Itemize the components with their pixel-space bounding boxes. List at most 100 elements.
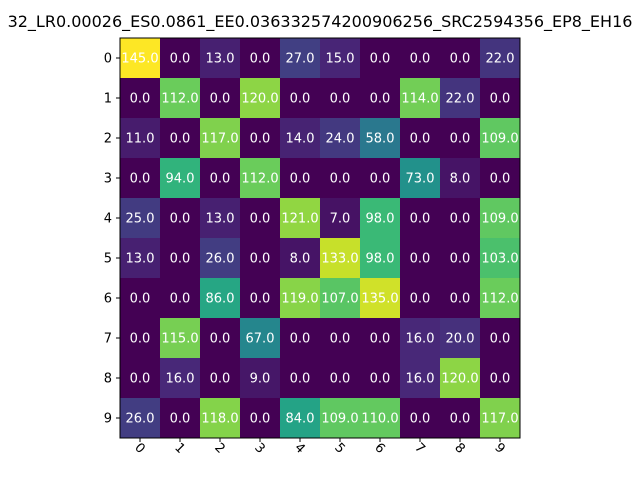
heatmap-cell [440,38,480,78]
cell-value-label: 145.0 [121,52,158,67]
x-tick-label: 7 [411,440,427,456]
cell-value-label: 15.0 [326,52,355,67]
cell-value-label: 0.0 [410,212,431,227]
cell-value-label: 0.0 [130,372,151,387]
heatmap-cell [480,318,520,358]
y-tick-label: 5 [104,252,112,267]
heatmap-cell [200,358,240,398]
heatmap-cell [440,398,480,438]
cell-value-label: 86.0 [206,292,235,307]
cell-value-label: 26.0 [206,252,235,267]
heatmap-cell [320,118,360,158]
heatmap-cell [120,358,160,398]
cell-value-label: 0.0 [250,212,271,227]
x-tick-label: 2 [211,440,227,456]
cell-value-label: 8.0 [290,252,311,267]
x-tick-label: 3 [251,440,267,456]
cell-value-label: 16.0 [406,332,435,347]
x-tick-label: 6 [371,440,387,456]
x-tick-label: 5 [331,440,347,456]
heatmap-cell [440,358,480,398]
cell-value-label: 133.0 [321,252,358,267]
heatmap-cells [120,38,520,438]
heatmap-cell [480,398,520,438]
heatmap-cell [320,38,360,78]
heatmap-cell [400,78,440,118]
heatmap-cell [200,278,240,318]
heatmap-cell [280,398,320,438]
heatmap-cell [480,78,520,118]
cell-value-label: 0.0 [250,52,271,67]
heatmap-cell [480,238,520,278]
cell-value-label: 26.0 [126,412,155,427]
cell-value-label: 94.0 [166,172,195,187]
cell-value-label: 0.0 [410,292,431,307]
y-tick-label: 2 [104,132,112,147]
heatmap-cell [360,278,400,318]
cell-value-label: 0.0 [410,412,431,427]
y-tick-label: 9 [104,412,112,427]
cell-value-label: 13.0 [126,252,155,267]
cell-value-label: 0.0 [490,332,511,347]
heatmap-cell [240,198,280,238]
cell-value-label: 0.0 [450,52,471,67]
heatmap-cell [360,38,400,78]
x-tick-label: 8 [451,440,467,456]
cell-value-label: 16.0 [406,372,435,387]
cell-value-label: 0.0 [130,292,151,307]
heatmap-cell [240,318,280,358]
heatmap-cell [280,118,320,158]
heatmap-cell [200,398,240,438]
cell-value-label: 120.0 [441,372,478,387]
cell-value-label: 0.0 [330,332,351,347]
heatmap-cell [360,238,400,278]
heatmap-cell [440,278,480,318]
heatmap-cell [320,278,360,318]
heatmap-cell [320,238,360,278]
heatmap-cell [400,38,440,78]
cell-value-label: 0.0 [250,292,271,307]
cell-value-label: 67.0 [246,332,275,347]
cell-value-label: 22.0 [486,52,515,67]
heatmap-cell [360,198,400,238]
cell-value-label: 0.0 [370,332,391,347]
cell-value-label: 27.0 [286,52,315,67]
heatmap-cell [200,238,240,278]
heatmap-cell [280,38,320,78]
heatmap-cell [160,158,200,198]
cell-value-label: 0.0 [250,412,271,427]
heatmap-cell [160,198,200,238]
cell-value-label: 98.0 [366,252,395,267]
heatmap-cell [360,358,400,398]
heatmap-cell [240,398,280,438]
cell-value-label: 0.0 [490,172,511,187]
heatmap-cell [120,78,160,118]
y-axis-ticks: 0 1 2 3 4 5 6 7 8 9 [104,52,120,427]
heatmap-cell [160,78,200,118]
cell-value-label: 112.0 [241,172,278,187]
heatmap-cell [360,318,400,358]
cell-value-label: 73.0 [406,172,435,187]
cell-value-label: 109.0 [321,412,358,427]
heatmap-cell [240,238,280,278]
cell-value-label: 0.0 [210,332,231,347]
heatmap-cell [320,358,360,398]
heatmap-cell [280,318,320,358]
x-tick-label: 9 [491,440,507,456]
heatmap-cell [120,158,160,198]
cell-value-label: 0.0 [170,212,191,227]
y-tick-label: 4 [104,212,112,227]
cell-value-label: 0.0 [250,132,271,147]
heatmap-cell [480,358,520,398]
heatmap-cell [400,358,440,398]
y-tick-label: 1 [104,92,112,107]
cell-value-label: 7.0 [330,212,351,227]
cell-value-label: 118.0 [201,412,238,427]
heatmap-cell [200,38,240,78]
x-axis-ticks: 0 1 2 3 4 5 6 7 8 9 [131,438,508,457]
heatmap-cell [360,398,400,438]
heatmap-cell [440,198,480,238]
heatmap-cell [120,198,160,238]
x-tick-label: 1 [171,440,187,456]
